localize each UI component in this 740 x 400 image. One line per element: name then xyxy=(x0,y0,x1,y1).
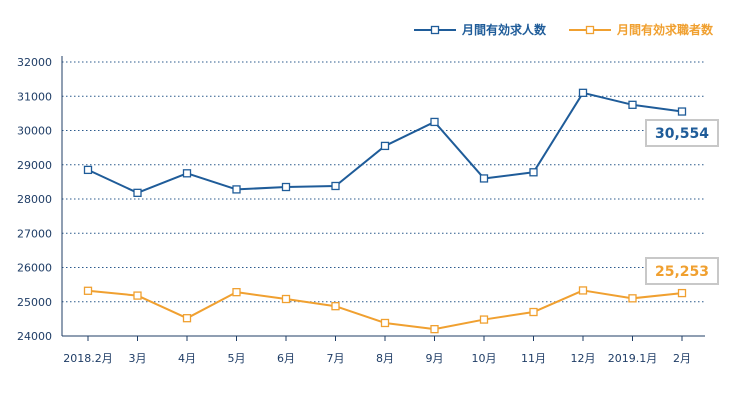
axes xyxy=(61,56,705,337)
data-point xyxy=(677,107,687,116)
legend-marker xyxy=(585,25,595,35)
data-point xyxy=(182,314,192,323)
data-point xyxy=(331,181,340,191)
data-point xyxy=(380,141,390,151)
data-point xyxy=(83,165,93,175)
y-tick-label: 25000 xyxy=(17,296,52,309)
x-tick-label: 2018.2月 xyxy=(63,352,113,365)
data-point xyxy=(529,168,538,177)
y-tick-label: 24000 xyxy=(17,330,52,343)
x-tick-label: 4月 xyxy=(178,352,196,365)
callout-box xyxy=(645,119,719,147)
data-point xyxy=(578,88,588,97)
legend-label: 月間有効求職者数 xyxy=(616,22,714,37)
x-tick-label: 5月 xyxy=(228,352,246,365)
x-tick-label: 9月 xyxy=(426,352,444,365)
grid-lines xyxy=(62,61,705,303)
y-tick-label: 31000 xyxy=(17,90,52,103)
data-point xyxy=(232,185,241,194)
data-point xyxy=(628,100,637,109)
y-tick-label: 32000 xyxy=(17,56,52,69)
data-point xyxy=(232,288,241,297)
data-point xyxy=(281,182,291,192)
legend: 月間有効求人数 月間有効求職者数 xyxy=(414,22,714,37)
y-tick-label: 26000 xyxy=(17,262,52,275)
data-point xyxy=(628,294,637,303)
legend-label: 月間有効求人数 xyxy=(461,22,547,37)
data-point xyxy=(331,302,340,311)
y-tick-label: 30000 xyxy=(17,125,52,138)
x-tick-label: 3月 xyxy=(129,352,147,365)
x-tick-label: 7月 xyxy=(327,352,345,365)
x-tick-label: 11月 xyxy=(521,352,546,365)
data-point xyxy=(182,169,192,178)
x-tick-label: 12月 xyxy=(571,352,596,365)
legend-item: 月間有効求人数 xyxy=(414,22,547,37)
x-tick-label: 8月 xyxy=(376,352,394,365)
data-point xyxy=(83,286,93,295)
data-point xyxy=(479,315,489,324)
end-value-callout: 30,554 xyxy=(645,119,719,147)
x-tick-label: 2019.1月 xyxy=(608,352,658,365)
data-point xyxy=(479,174,489,183)
data-point xyxy=(133,291,142,300)
y-tick-label: 28000 xyxy=(17,193,52,206)
data-point xyxy=(380,318,390,328)
callout-value: 25,253 xyxy=(655,264,709,280)
legend-item: 月間有効求職者数 xyxy=(569,22,714,37)
x-axis-ticks: 2018.2月 3月 4月 5月 6月 7月 8月 9月 10月 11月 12月 2019.1月 2月 xyxy=(63,336,691,365)
callout-box xyxy=(645,257,719,285)
y-tick-label: 29000 xyxy=(17,159,52,172)
y-tick-label: 27000 xyxy=(17,227,52,240)
legend-marker xyxy=(430,25,440,35)
data-point xyxy=(677,288,687,298)
data-point xyxy=(529,307,538,317)
end-value-callout: 25,253 xyxy=(645,257,719,285)
series-2 xyxy=(83,286,687,334)
data-point xyxy=(430,324,439,334)
data-point xyxy=(133,188,142,197)
data-point xyxy=(578,286,588,295)
y-axis-ticks: 24000 25000 26000 27000 28000 29000 30000 31000… xyxy=(17,56,52,343)
series-lines xyxy=(83,88,687,334)
series-1 xyxy=(83,88,687,197)
callout-value: 30,554 xyxy=(655,126,709,142)
x-tick-label: 6月 xyxy=(277,352,295,365)
x-tick-label: 10月 xyxy=(472,352,497,365)
end-value-callouts: 30,554 25,253 xyxy=(645,119,719,285)
data-point xyxy=(430,117,439,127)
x-tick-label: 2月 xyxy=(673,352,691,365)
data-point xyxy=(281,294,291,304)
